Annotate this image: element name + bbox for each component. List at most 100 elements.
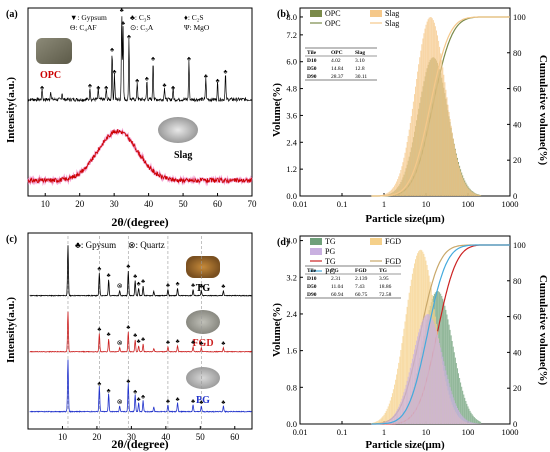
opc-peak-marker: ♣	[135, 78, 139, 84]
panel-c: (c) Intensity(a.u.) 2θ/(degree) ♣: Gpysu…	[5, 232, 253, 451]
y2-tick-label: 100	[513, 240, 526, 250]
y2-tick-label: 80	[513, 48, 522, 58]
xrd-peak-marker: ⊗	[117, 282, 123, 290]
xrd-line-fgd	[29, 311, 252, 353]
xrd-peak-marker: ♣	[137, 282, 141, 288]
xrd-peak-marker: ♣	[176, 397, 180, 403]
y-tick-label: 6.0	[286, 57, 297, 67]
fgd-label: FGD	[192, 338, 213, 349]
opc-peak-marker: ♣	[162, 83, 166, 89]
panel-a-legend-entry: ♦: C₂S	[184, 13, 204, 22]
xrd-peak-marker: ♣	[221, 341, 225, 347]
legend-swatch	[310, 10, 322, 17]
x-tick-label: 0.01	[293, 199, 308, 209]
panel-b-xlabel: Particle size(μm)	[365, 213, 445, 225]
panel-a-x-tick-label: 60	[213, 199, 223, 209]
series-cumulative-pg	[371, 244, 510, 425]
table-cell: D10	[307, 276, 317, 282]
table-header-cell: PG	[331, 268, 339, 274]
legend-swatch	[310, 238, 322, 245]
opc-peak-marker: ♣	[127, 34, 131, 40]
panel-a-legend: ▼: Gypsum ♣: C₃S ♦: C₂S Θ: C₄AF ⊙: C₃A Ψ: MgO	[70, 13, 210, 32]
table-header-cell: Slag	[355, 50, 365, 56]
table-cell: 60.75	[355, 292, 368, 298]
opc-sample-photo	[36, 38, 72, 64]
panel-b-ylabel: Volume(%)	[271, 83, 283, 137]
table-cell: 14.84	[331, 66, 344, 72]
xrd-peak-marker: ♣	[221, 284, 225, 290]
xrd-line-pg	[29, 359, 252, 413]
legend-swatch	[370, 10, 382, 17]
xrd-peak-marker: ♣	[107, 388, 111, 394]
y-tick-label: 3.2	[286, 272, 297, 282]
xrd-peak-marker: ♣	[137, 339, 141, 345]
table-cell: 3.10	[355, 58, 365, 64]
x-tick-label: 10	[422, 199, 431, 209]
table-cell: 72.58	[379, 292, 392, 298]
xrd-peak-marker: ♣	[107, 273, 111, 279]
panel-a-xlabel: 2θ/(degree)	[111, 215, 168, 229]
panel-c-legend-entry: ♣: Gpysum	[75, 240, 116, 250]
panel-c-x-tick-label: 60	[230, 432, 240, 442]
y2-tick-label: 0	[513, 191, 517, 201]
xrd-peak-marker: ♣	[141, 337, 145, 343]
table-header-cell: TG	[379, 268, 388, 274]
legend-label: TG	[325, 237, 336, 246]
y-tick-label: 4.8	[286, 84, 297, 94]
panel-a-x-tick-label: 20	[75, 199, 85, 209]
legend-label: Slag	[385, 19, 399, 28]
opc-peak-marker: ♣	[88, 84, 92, 90]
table-cell: D10	[307, 58, 317, 64]
xrd-peak-marker: ♣	[166, 283, 170, 289]
table-header-cell: OPC	[331, 50, 343, 56]
y2-tick-label: 80	[513, 276, 522, 286]
x-tick-label: 100	[462, 427, 475, 437]
panel-a-x-tick-label: 10	[41, 199, 51, 209]
xrd-peak-marker: ♣	[97, 267, 101, 273]
xrd-peak-marker: ♣	[133, 333, 137, 339]
panel-c-x-tick-label: 20	[92, 432, 102, 442]
opc-peak-marker: ♣	[151, 56, 155, 62]
y2-tick-label: 20	[513, 383, 522, 393]
panel-a-x-tick-label: 30	[110, 199, 120, 209]
xrd-peak-marker: ♣	[133, 389, 137, 395]
panel-c-label: (c)	[6, 234, 17, 245]
panel-c-xlabel: 2θ/(degree)	[111, 437, 168, 451]
panel-d-y2label: Cumulative volume(%)	[537, 275, 549, 386]
x-tick-label: 0.1	[337, 427, 348, 437]
panel-c-frame	[27, 232, 253, 430]
table-header-cell: Tile	[307, 50, 317, 56]
tg-label: TG	[196, 283, 211, 294]
panel-a-ylabel: Intensity(a.u.)	[5, 77, 17, 143]
xrd-peak-marker: ♣	[199, 284, 203, 290]
table-cell: 7.43	[355, 284, 365, 290]
legend-label: OPC	[325, 9, 341, 18]
xrd-peak-marker: ♣	[191, 399, 195, 405]
y-tick-label: 8.0	[286, 12, 297, 22]
y-tick-label: 2.4	[286, 137, 297, 147]
xrd-peak-marker: ♣	[137, 397, 141, 403]
panel-a: (a) Intensity(a.u.) 2θ/(degree) ▼: Gypsu…	[5, 7, 257, 229]
legend-swatch	[310, 248, 322, 255]
panel-d-table: Tile PG FGD TG D10 2.31 2.139 3.95 D50 11.04 7.43 1…	[305, 265, 401, 299]
xrd-peak-marker: ♣	[126, 264, 130, 270]
table-header-cell: FGD	[355, 268, 367, 274]
y-tick-label: 1.2	[286, 164, 297, 174]
xrd-peak-marker: ♣	[97, 327, 101, 333]
table-cell: D90	[307, 74, 317, 80]
xrd-peak-marker: ♣	[199, 400, 203, 406]
xrd-peak-marker: ♣	[97, 382, 101, 388]
panel-b: (b) Volume(%) Cumulative volume(%) Parti…	[271, 7, 549, 225]
series-cumulative-slag	[371, 16, 510, 197]
panel-a-label: (a)	[6, 9, 18, 20]
opc-peak-marker: ♣	[40, 85, 44, 91]
x-tick-label: 10	[422, 427, 431, 437]
fgd-sample-photo	[186, 310, 220, 334]
table-cell: D50	[307, 284, 317, 290]
panel-a-x-ticks: 10 20 30 40 50 60 70	[41, 193, 257, 209]
legend-swatch	[370, 238, 382, 245]
panel-c-x-tick-label: 30	[127, 432, 137, 442]
